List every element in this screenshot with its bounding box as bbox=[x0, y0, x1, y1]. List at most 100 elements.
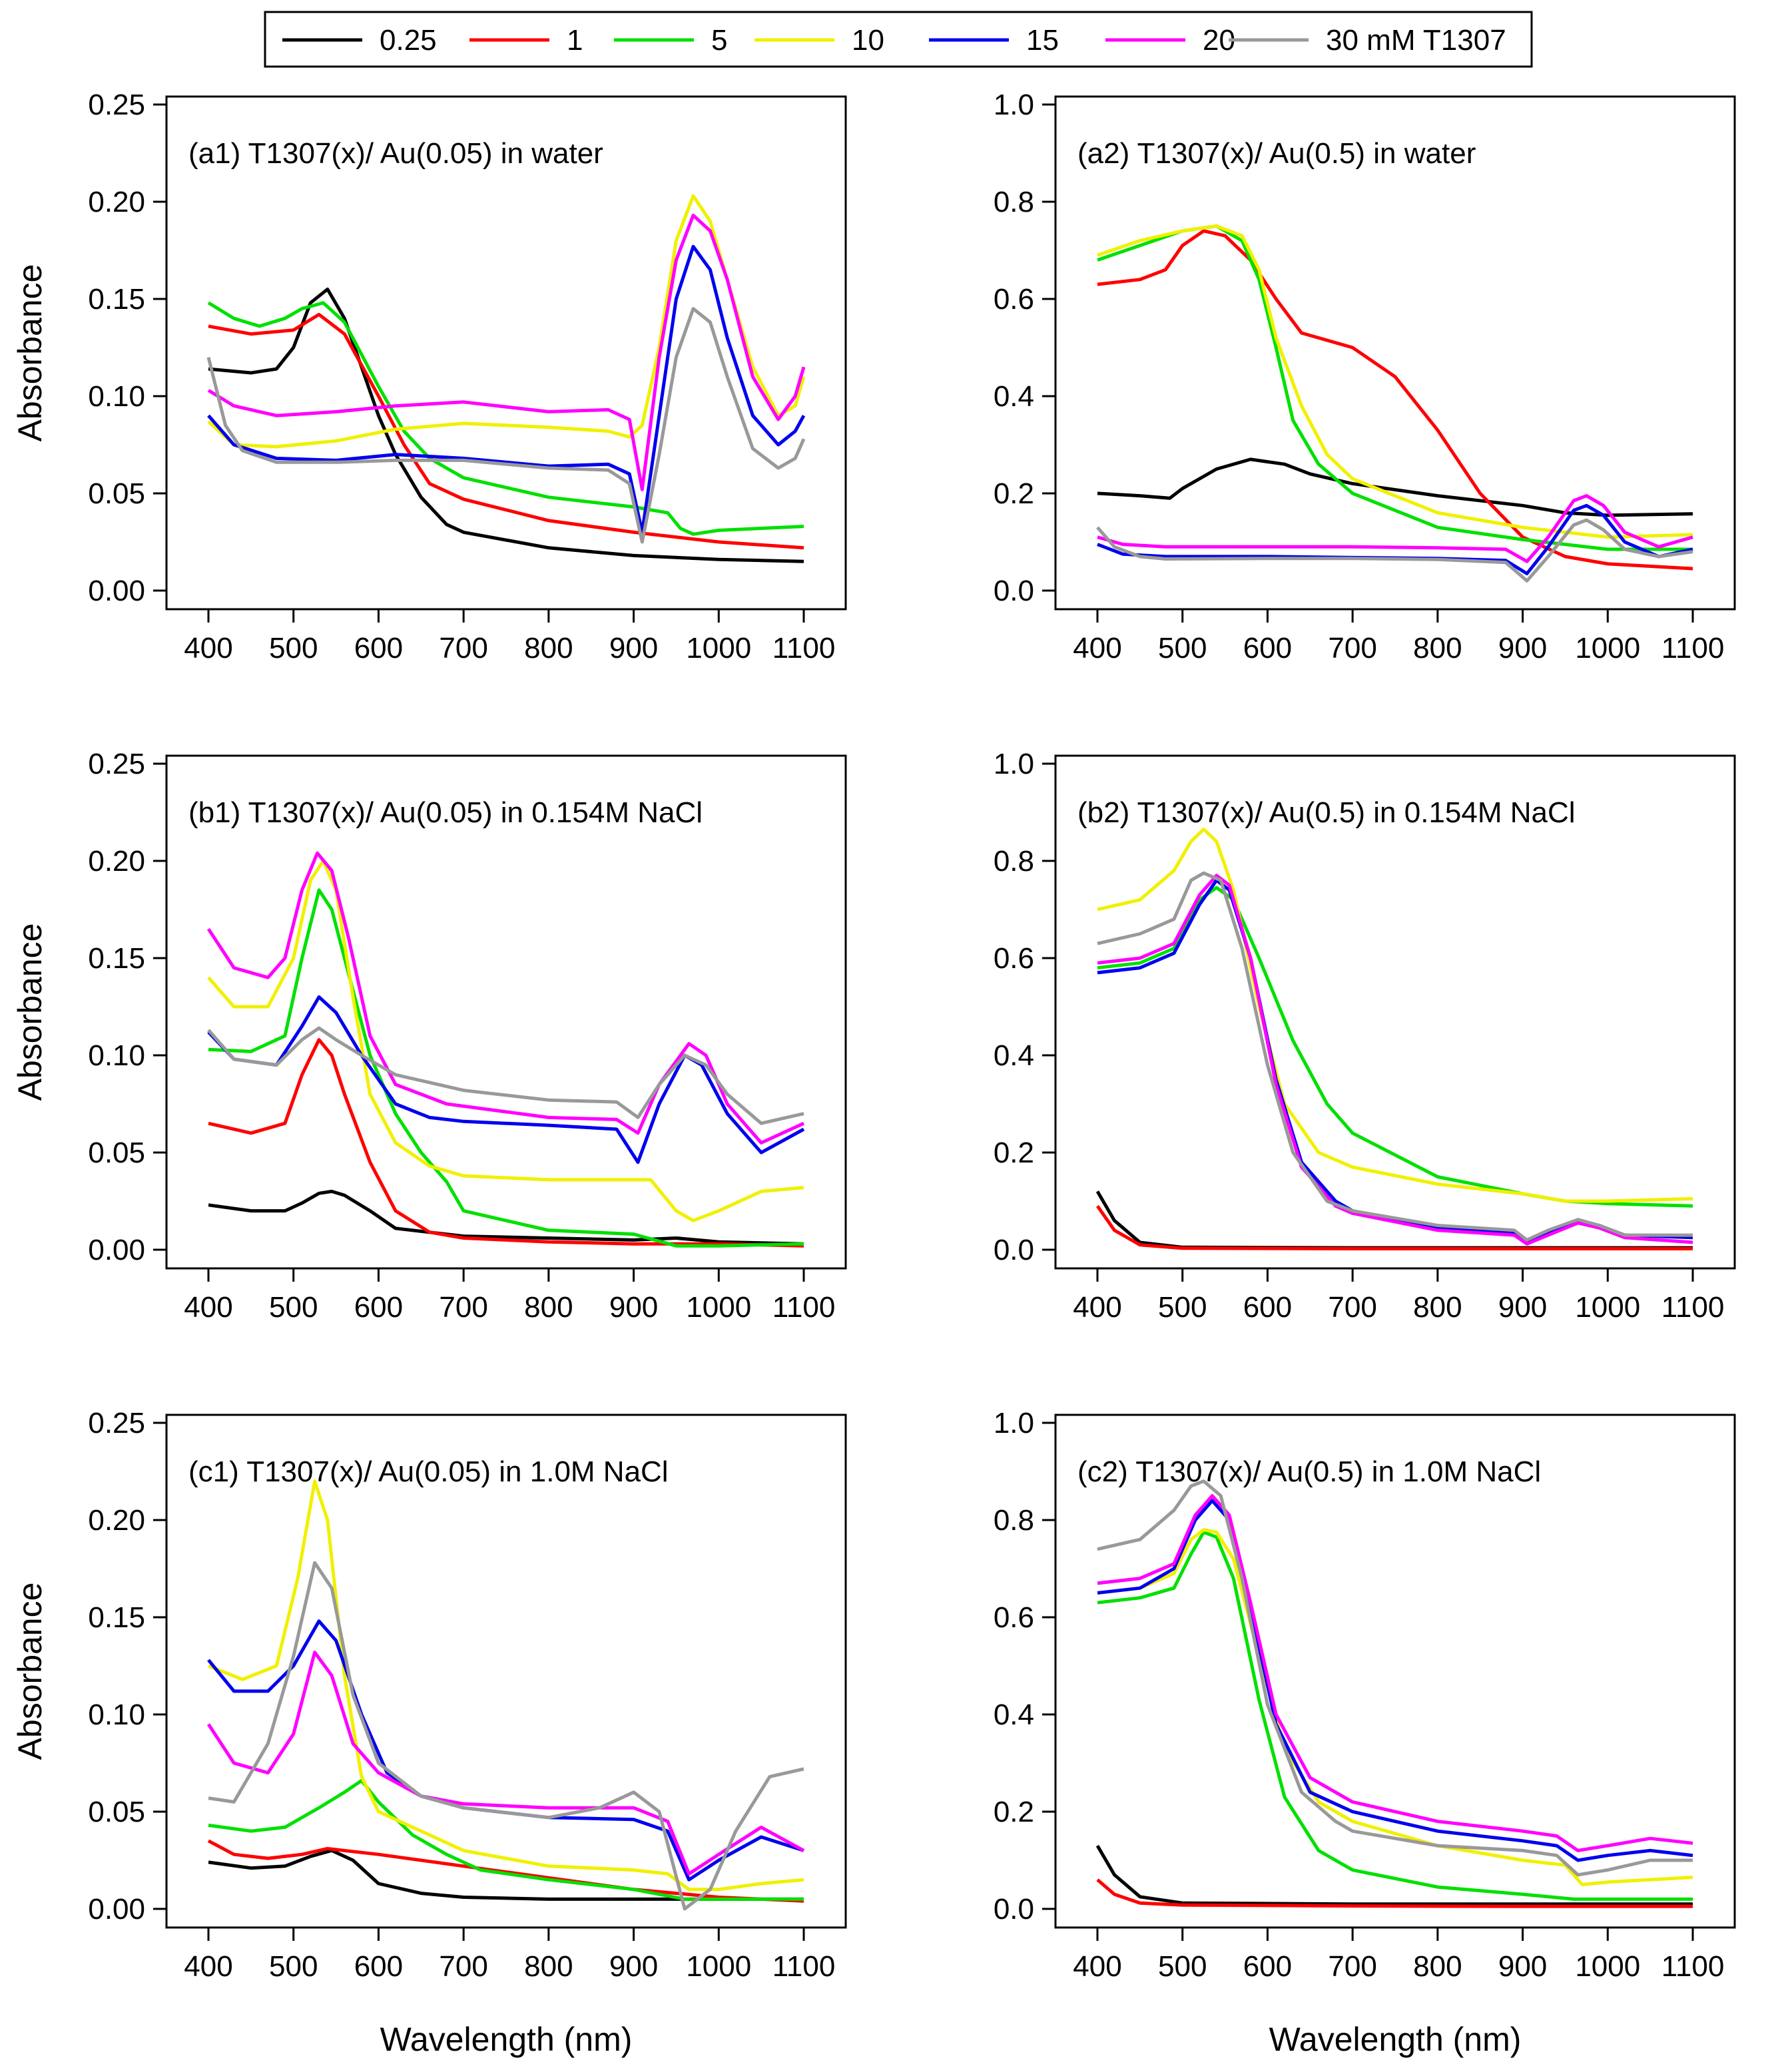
ytick-label-a2-4: 0.8 bbox=[994, 186, 1034, 218]
series-c1-4 bbox=[207, 1619, 804, 1882]
ytick-label-c1-3: 0.15 bbox=[88, 1601, 145, 1634]
xtick-label-a1-6: 1000 bbox=[686, 632, 751, 664]
series-a1-2 bbox=[207, 301, 804, 536]
xtick-label-c2-3: 700 bbox=[1328, 1950, 1376, 1983]
series-a2-0 bbox=[1097, 457, 1693, 517]
xtick-label-b2-4: 800 bbox=[1413, 1291, 1462, 1324]
series-c1-0 bbox=[208, 1848, 804, 1901]
xtick-label-c2-2: 600 bbox=[1243, 1950, 1292, 1983]
ytick-label-a1-4: 0.20 bbox=[88, 186, 145, 218]
series-a1-0 bbox=[208, 287, 804, 563]
xtick-label-a2-2: 600 bbox=[1243, 632, 1292, 664]
chart-b1: 0.00 0.05 0.10 0.15 0.20 0.25 400 500 600 700 800 9… bbox=[11, 748, 847, 1324]
series-c2-6 bbox=[1097, 1479, 1693, 1877]
chart-a1: 0.00 0.05 0.10 0.15 0.20 0.25 400 500 600 700 800 9… bbox=[11, 89, 847, 664]
xtick-label-a2-4: 800 bbox=[1413, 632, 1462, 664]
ytick-label-c2-3: 0.6 bbox=[994, 1601, 1034, 1634]
series-b2-4 bbox=[1097, 878, 1693, 1244]
series-a2-1 bbox=[1097, 229, 1693, 571]
xtick-label-c2-7: 1100 bbox=[1661, 1950, 1725, 1983]
ytick-label-a1-0: 0.00 bbox=[88, 575, 145, 607]
xtick-label-a1-4: 800 bbox=[524, 632, 573, 664]
plot-frame-b2 bbox=[1054, 754, 1736, 1270]
xtick-label-a2-7: 1100 bbox=[1661, 632, 1725, 664]
series-b1-3 bbox=[207, 859, 804, 1222]
xtick-label-b1-7: 1100 bbox=[772, 1291, 836, 1324]
ylabel-c1: Absorbance bbox=[11, 1583, 49, 1760]
series-c1-1 bbox=[207, 1839, 804, 1903]
series-c1-5 bbox=[206, 1651, 805, 1876]
series-c1-2 bbox=[208, 1778, 804, 1901]
xtick-label-b1-3: 700 bbox=[439, 1291, 487, 1324]
ytick-label-c2-0: 0.0 bbox=[994, 1893, 1034, 1926]
ytick-label-b1-4: 0.20 bbox=[88, 845, 145, 878]
series-b1-0 bbox=[208, 1189, 804, 1246]
ytick-label-a1-5: 0.25 bbox=[88, 89, 145, 121]
xtick-label-a1-7: 1100 bbox=[772, 632, 836, 664]
ytick-label-b1-3: 0.15 bbox=[88, 942, 145, 975]
xtick-label-c1-3: 700 bbox=[439, 1950, 487, 1983]
series-b1-5 bbox=[206, 851, 805, 1145]
ytick-label-c2-4: 0.8 bbox=[994, 1504, 1034, 1537]
ytick-label-a1-1: 0.05 bbox=[88, 477, 145, 510]
ylabel-b1: Absorbance bbox=[11, 923, 49, 1101]
ytick-label-a2-5: 1.0 bbox=[994, 89, 1034, 121]
series-b1-4 bbox=[207, 995, 805, 1165]
panel-title-b1: (b1) T1307(x)/ Au(0.05) in 0.154M NaCl bbox=[188, 796, 703, 829]
plot-frame-b1 bbox=[165, 754, 847, 1270]
xtick-label-c2-4: 800 bbox=[1413, 1950, 1462, 1983]
series-a1-4 bbox=[207, 244, 806, 534]
ytick-label-c1-1: 0.05 bbox=[88, 1796, 145, 1828]
ytick-label-b2-4: 0.8 bbox=[994, 845, 1034, 878]
ytick-label-b2-2: 0.4 bbox=[994, 1039, 1034, 1072]
ytick-label-c2-1: 0.2 bbox=[994, 1796, 1034, 1828]
series-b1-1 bbox=[208, 1038, 804, 1248]
ytick-label-b1-5: 0.25 bbox=[88, 748, 145, 780]
legend-label-4: 15 bbox=[1026, 24, 1059, 57]
xtick-label-b2-6: 1000 bbox=[1575, 1291, 1640, 1324]
xtick-label-a2-5: 900 bbox=[1498, 632, 1547, 664]
legend-label-0: 0.25 bbox=[380, 24, 437, 57]
xtick-label-c1-6: 1000 bbox=[686, 1950, 751, 1983]
xtick-label-b1-4: 800 bbox=[524, 1291, 573, 1324]
ytick-label-b1-2: 0.10 bbox=[88, 1039, 145, 1072]
chart-c2: 0.0 0.2 0.4 0.6 0.8 1.0 400 500 600 700 800 900 1000… bbox=[994, 1407, 1736, 2058]
ytick-label-b1-0: 0.00 bbox=[88, 1234, 145, 1266]
xtick-label-b2-0: 400 bbox=[1073, 1291, 1121, 1324]
legend: 0.25 1 5 10 15 20 30 mM T1307 bbox=[264, 11, 1533, 68]
chart-c1: 0.00 0.05 0.10 0.15 0.20 0.25 400 500 600 700 800 9… bbox=[11, 1407, 847, 2058]
series-b2-6 bbox=[1097, 871, 1693, 1242]
ytick-label-c2-5: 1.0 bbox=[994, 1407, 1034, 1439]
ytick-label-c1-4: 0.20 bbox=[88, 1504, 145, 1537]
ytick-label-c1-5: 0.25 bbox=[88, 1407, 145, 1439]
xtick-label-b2-1: 500 bbox=[1158, 1291, 1207, 1324]
xtick-label-c2-0: 400 bbox=[1073, 1950, 1121, 1983]
xtick-label-a2-0: 400 bbox=[1073, 632, 1121, 664]
xtick-label-c1-5: 900 bbox=[609, 1950, 658, 1983]
xtick-label-a1-2: 600 bbox=[354, 632, 403, 664]
plot-frame-a2 bbox=[1054, 95, 1736, 611]
ytick-label-c1-2: 0.10 bbox=[88, 1698, 145, 1731]
series-c2-5 bbox=[1097, 1494, 1693, 1852]
panel-title-c1: (c1) T1307(x)/ Au(0.05) in 1.0M NaCl bbox=[188, 1455, 669, 1488]
ytick-label-b2-1: 0.2 bbox=[994, 1137, 1034, 1169]
series-b2-1 bbox=[1095, 1204, 1693, 1250]
xtick-label-c1-7: 1100 bbox=[772, 1950, 836, 1983]
ytick-label-b2-3: 0.6 bbox=[994, 942, 1034, 975]
xtick-label-b2-2: 600 bbox=[1243, 1291, 1292, 1324]
xtick-label-a2-1: 500 bbox=[1158, 632, 1207, 664]
series-a1-1 bbox=[208, 312, 804, 550]
series-a1-3 bbox=[207, 194, 806, 449]
ytick-label-a1-2: 0.10 bbox=[88, 380, 145, 413]
series-a2-6 bbox=[1096, 518, 1693, 583]
series-c2-1 bbox=[1096, 1878, 1693, 1908]
legend-label-2: 5 bbox=[711, 24, 727, 57]
xtick-label-a1-0: 400 bbox=[184, 632, 232, 664]
xtick-label-b1-0: 400 bbox=[184, 1291, 232, 1324]
xtick-label-c2-6: 1000 bbox=[1575, 1950, 1640, 1983]
legend-label-6: 30 mM T1307 bbox=[1326, 24, 1506, 57]
xlabel-c2: Wavelength (nm) bbox=[1269, 2021, 1522, 2058]
series-c1-6 bbox=[208, 1561, 804, 1911]
ytick-label-a2-3: 0.6 bbox=[994, 283, 1034, 316]
